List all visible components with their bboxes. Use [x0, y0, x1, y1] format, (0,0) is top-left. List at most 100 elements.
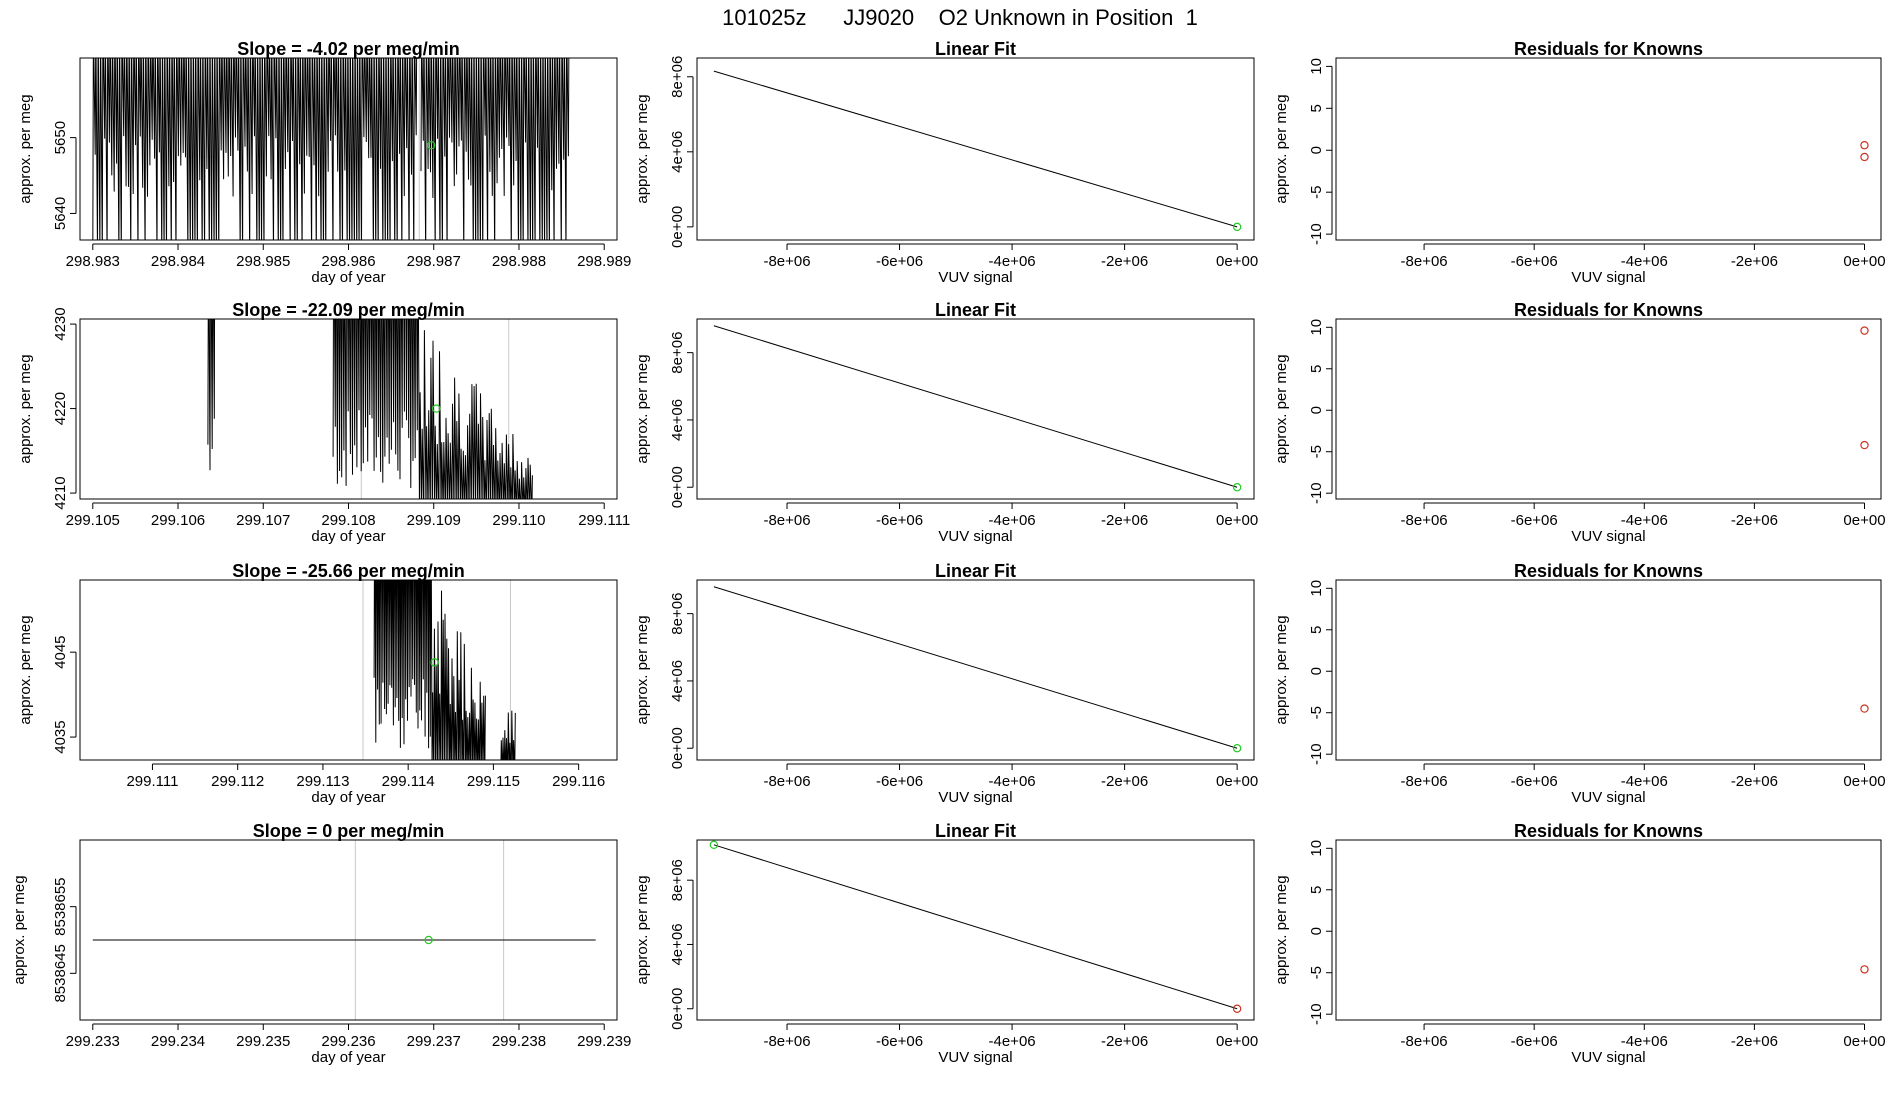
plot-area: [92, 58, 570, 240]
panel-title: Linear Fit: [935, 39, 1016, 59]
y-axis: 4035 4045: [52, 635, 77, 754]
y-axis-label: approx. per meg: [634, 615, 651, 724]
x-tick-label: 299.112: [211, 773, 264, 790]
y-tick-label: 4035: [52, 720, 69, 753]
x-tick-label: 299.234: [151, 1033, 205, 1050]
y-tick-label: 0e+00: [669, 466, 686, 508]
y-axis: 0e+00 4e+06 8e+06: [669, 332, 694, 508]
x-tick-label: -6e+06: [876, 1033, 923, 1050]
x-axis-label: VUV signal: [1571, 789, 1645, 806]
x-tick-label: 0e+00: [1216, 1033, 1258, 1050]
data-trace: [207, 319, 533, 499]
x-tick-label: -4e+06: [1621, 773, 1668, 790]
x-axis: -8e+06 -6e+06 -4e+06 -2e+06 0e+00: [1401, 763, 1886, 790]
plot-frame: [79, 318, 618, 500]
x-tick-label: 299.238: [492, 1033, 546, 1050]
y-tick-label: -10: [1308, 1003, 1325, 1025]
y-tick-label: 8538655: [52, 877, 69, 935]
x-axis: 299.111 299.112 299.113 299.114 299.115 299.1…: [126, 763, 605, 790]
plot-area: [713, 844, 1238, 1010]
plot-frame: [696, 579, 1255, 761]
y-tick-label: 8e+06: [669, 56, 686, 98]
x-axis: -8e+06 -6e+06 -4e+06 -2e+06 0e+00: [763, 763, 1258, 790]
y-axis-label: approx. per meg: [634, 875, 651, 984]
panel-r4-timeseries: 299.233 299.234 299.235 299.236 299.237 299.2…: [11, 821, 631, 1066]
y-axis-label: approx. per meg: [1273, 354, 1290, 463]
y-tick-label: -10: [1308, 743, 1325, 765]
y-tick-label: 0e+00: [669, 727, 686, 769]
x-tick-label: -2e+06: [1101, 512, 1148, 529]
x-tick-label: -4e+06: [989, 253, 1036, 270]
data-trace: [92, 58, 570, 240]
plot-frame: [696, 57, 1255, 241]
x-tick-label: -4e+06: [1621, 253, 1668, 270]
x-tick-label: 298.989: [577, 253, 631, 270]
plot-area: [207, 319, 533, 499]
panel-r2-timeseries: 299.105 299.106 299.107 299.108 299.109 299.1…: [17, 300, 630, 545]
y-tick-label: -10: [1308, 223, 1325, 245]
y-axis-label: approx. per meg: [17, 615, 34, 724]
x-tick-label: -4e+06: [989, 512, 1036, 529]
plot-area: [713, 586, 1238, 749]
y-tick-label: 5: [1308, 626, 1325, 634]
x-axis: -8e+06 -6e+06 -4e+06 -2e+06 0e+00: [1401, 502, 1886, 529]
y-tick-label: 4e+06: [669, 399, 686, 441]
panel-title: Residuals for Knowns: [1514, 561, 1703, 581]
x-tick-label: 299.105: [66, 512, 120, 529]
y-tick-label: -10: [1308, 482, 1325, 504]
x-tick-label: -2e+06: [1101, 253, 1148, 270]
y-tick-label: 10: [1308, 319, 1325, 336]
y-axis-label: approx. per meg: [634, 94, 651, 203]
panel-title: Residuals for Knowns: [1514, 300, 1703, 320]
x-tick-label: -8e+06: [763, 253, 810, 270]
y-axis: 0e+00 4e+06 8e+06: [669, 56, 694, 248]
x-axis: -8e+06 -6e+06 -4e+06 -2e+06 0e+00: [763, 1023, 1258, 1050]
x-tick-label: -2e+06: [1731, 512, 1778, 529]
y-tick-label: 8e+06: [669, 593, 686, 635]
x-tick-label: 299.116: [552, 773, 605, 790]
x-axis: -8e+06 -6e+06 -4e+06 -2e+06 0e+00: [763, 502, 1258, 529]
x-axis-label: VUV signal: [1571, 1049, 1645, 1066]
x-tick-label: 0e+00: [1216, 253, 1258, 270]
x-tick-label: -6e+06: [876, 512, 923, 529]
y-axis: 8538645 8538655: [52, 877, 77, 1003]
y-axis: 0e+00 4e+06 8e+06: [669, 859, 694, 1030]
x-tick-label: 299.111: [578, 512, 630, 529]
x-axis-label: VUV signal: [938, 269, 1012, 286]
x-tick-label: 0e+00: [1216, 512, 1258, 529]
x-tick-label: -4e+06: [989, 1033, 1036, 1050]
plot-area: [713, 70, 1238, 228]
x-tick-label: 298.987: [407, 253, 461, 270]
y-tick-label: 0: [1308, 667, 1325, 675]
x-tick-label: 299.115: [467, 773, 520, 790]
plot-frame: [79, 57, 618, 241]
plot-frame: [696, 318, 1255, 500]
y-tick-label: 8e+06: [669, 859, 686, 901]
x-axis-label: VUV signal: [938, 528, 1012, 545]
panel-title: Residuals for Knowns: [1514, 821, 1703, 841]
x-axis-label: VUV signal: [938, 1049, 1012, 1066]
x-tick-label: 299.110: [492, 512, 545, 529]
panel-title: Slope = -22.09 per meg/min: [232, 300, 465, 320]
x-tick-label: 298.988: [492, 253, 546, 270]
plot-frame: [1335, 839, 1882, 1021]
x-tick-label: -4e+06: [1621, 1033, 1668, 1050]
known-point: [1860, 965, 1869, 974]
y-tick-label: 0e+00: [669, 206, 686, 248]
unknown-point: [424, 935, 433, 945]
x-tick-label: -6e+06: [1511, 1033, 1558, 1050]
y-tick-label: 0e+00: [669, 988, 686, 1030]
y-tick-label: -5: [1308, 445, 1325, 458]
y-tick-label: 8e+06: [669, 332, 686, 374]
known-point: [1232, 1004, 1242, 1013]
x-axis-label: VUV signal: [1571, 528, 1645, 545]
x-tick-label: -8e+06: [1401, 1033, 1448, 1050]
x-tick-label: 299.111: [126, 773, 178, 790]
x-tick-label: -8e+06: [763, 512, 810, 529]
x-tick-label: 299.235: [236, 1033, 290, 1050]
fit-line: [713, 70, 1238, 228]
y-axis-label: approx. per meg: [1273, 94, 1290, 203]
y-tick-label: -5: [1308, 966, 1325, 979]
x-tick-label: 299.113: [296, 773, 349, 790]
x-tick-label: 299.107: [236, 512, 290, 529]
